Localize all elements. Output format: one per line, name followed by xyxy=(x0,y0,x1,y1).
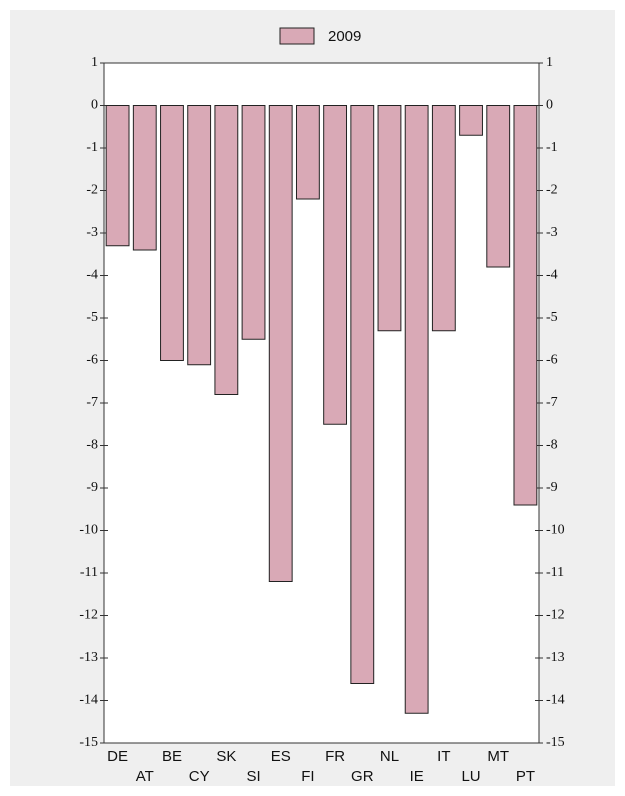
x-tick-label: AT xyxy=(136,768,154,785)
bar xyxy=(486,105,511,268)
y-tick-label: -11 xyxy=(80,565,98,580)
y-tick-label: -12 xyxy=(79,608,98,623)
legend-label: 2009 xyxy=(328,28,361,45)
y-tick-label: -13 xyxy=(79,650,98,665)
x-tick-label: IE xyxy=(410,768,424,785)
bar xyxy=(132,105,157,251)
y-tick-label: -5 xyxy=(86,310,98,325)
x-tick-label: GR xyxy=(351,768,374,785)
bar xyxy=(323,105,348,425)
bar xyxy=(404,105,429,714)
x-tick-label: ES xyxy=(271,748,291,765)
y-tick-label: 0 xyxy=(91,98,98,113)
bar xyxy=(377,105,402,332)
bar xyxy=(187,105,212,366)
y-tick-label: -7 xyxy=(86,395,98,410)
x-tick-label: LU xyxy=(461,768,480,785)
y2-tick-label: -15 xyxy=(546,735,565,750)
y2-tick-label: -9 xyxy=(546,480,558,495)
y2-tick-label: -6 xyxy=(546,353,558,368)
y2-tick-label: 1 xyxy=(546,55,553,70)
y-tick-label: -2 xyxy=(86,183,98,198)
bar xyxy=(241,105,266,340)
bar xyxy=(459,105,483,136)
bar xyxy=(160,105,184,361)
legend-swatch xyxy=(279,27,315,45)
y2-tick-label: -10 xyxy=(546,523,565,538)
x-tick-label: SK xyxy=(216,748,236,765)
x-tick-label: BE xyxy=(162,748,182,765)
x-tick-label: SI xyxy=(246,768,260,785)
y2-tick-label: -8 xyxy=(546,438,558,453)
bar xyxy=(513,105,538,506)
x-tick-label: IT xyxy=(437,748,450,765)
y2-tick-label: -3 xyxy=(546,225,558,240)
x-tick-label: NL xyxy=(380,748,399,765)
y2-tick-label: -12 xyxy=(546,608,565,623)
y-tick-label: -4 xyxy=(86,268,98,283)
bar xyxy=(268,105,293,582)
y-tick-label: -8 xyxy=(86,438,98,453)
bar xyxy=(295,105,320,200)
bar xyxy=(350,105,375,684)
x-tick-label: DE xyxy=(107,748,128,765)
y-tick-label: -6 xyxy=(86,353,98,368)
y-tick-label: -1 xyxy=(86,140,98,155)
y2-tick-label: -14 xyxy=(546,693,565,708)
y2-tick-label: -5 xyxy=(546,310,558,325)
y-tick-label: -9 xyxy=(86,480,98,495)
bar xyxy=(105,105,130,247)
y-tick-label: -3 xyxy=(86,225,98,240)
bar xyxy=(431,105,456,332)
y-tick-label: -15 xyxy=(79,735,98,750)
y2-tick-label: -13 xyxy=(546,650,565,665)
x-tick-label: CY xyxy=(189,768,210,785)
y2-tick-label: -7 xyxy=(546,395,558,410)
y2-tick-label: -2 xyxy=(546,183,558,198)
y2-tick-label: -4 xyxy=(546,268,558,283)
x-tick-label: FI xyxy=(301,768,314,785)
x-tick-label: FR xyxy=(325,748,345,765)
y2-tick-label: -1 xyxy=(546,140,558,155)
y2-tick-label: 0 xyxy=(546,98,553,113)
y2-tick-label: -11 xyxy=(546,565,564,580)
y-tick-label: -10 xyxy=(79,523,98,538)
y-tick-label: 1 xyxy=(91,55,98,70)
bar xyxy=(214,105,239,395)
x-tick-label: PT xyxy=(516,768,535,785)
x-tick-label: MT xyxy=(487,748,509,765)
y-tick-label: -14 xyxy=(79,693,98,708)
